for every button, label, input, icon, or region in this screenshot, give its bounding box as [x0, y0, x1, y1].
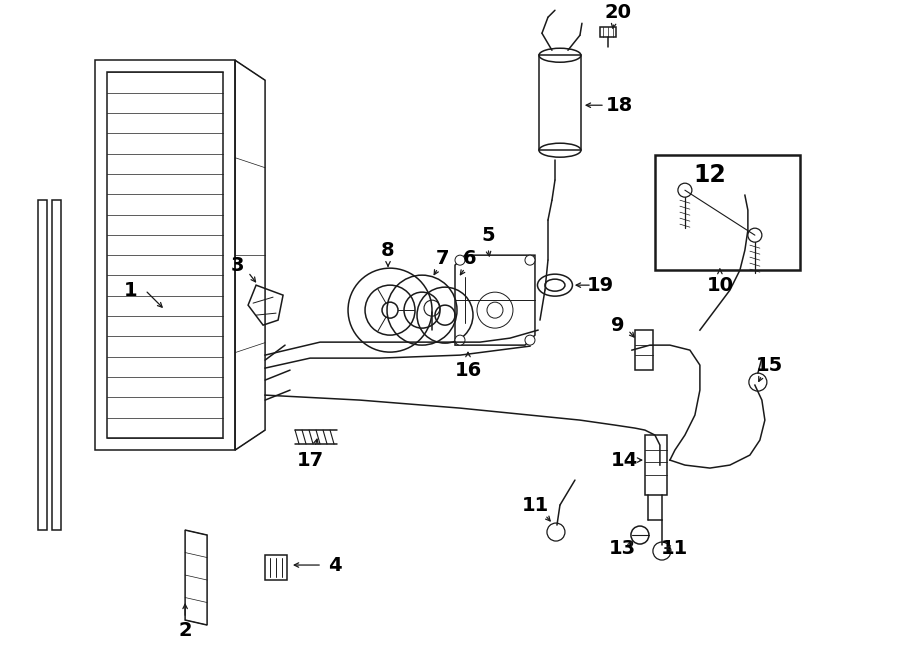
- Text: 10: 10: [706, 276, 733, 295]
- Bar: [645, 435, 667, 495]
- Text: 7: 7: [436, 249, 449, 268]
- Text: 6: 6: [464, 249, 477, 268]
- Text: 11: 11: [521, 496, 549, 514]
- Text: 13: 13: [608, 539, 635, 557]
- Circle shape: [678, 183, 692, 197]
- Text: 5: 5: [482, 225, 495, 245]
- Text: 3: 3: [230, 256, 244, 275]
- Text: 11: 11: [662, 539, 688, 557]
- Bar: [655, 155, 800, 270]
- Text: 14: 14: [611, 451, 639, 469]
- Text: 20: 20: [605, 3, 632, 22]
- Text: 18: 18: [607, 96, 634, 115]
- Bar: [539, 56, 580, 150]
- Circle shape: [455, 255, 465, 265]
- Text: 15: 15: [756, 356, 784, 375]
- Text: 8: 8: [382, 241, 395, 260]
- Circle shape: [525, 255, 535, 265]
- Circle shape: [748, 228, 762, 242]
- Text: 9: 9: [611, 316, 625, 334]
- Text: 4: 4: [328, 555, 342, 574]
- Text: 1: 1: [123, 281, 137, 299]
- Circle shape: [525, 335, 535, 345]
- Bar: [634, 330, 652, 370]
- Circle shape: [455, 335, 465, 345]
- Text: 19: 19: [587, 276, 614, 295]
- Text: 12: 12: [694, 163, 726, 187]
- Text: 16: 16: [454, 361, 482, 379]
- Text: 17: 17: [296, 451, 324, 469]
- Text: 2: 2: [178, 621, 192, 639]
